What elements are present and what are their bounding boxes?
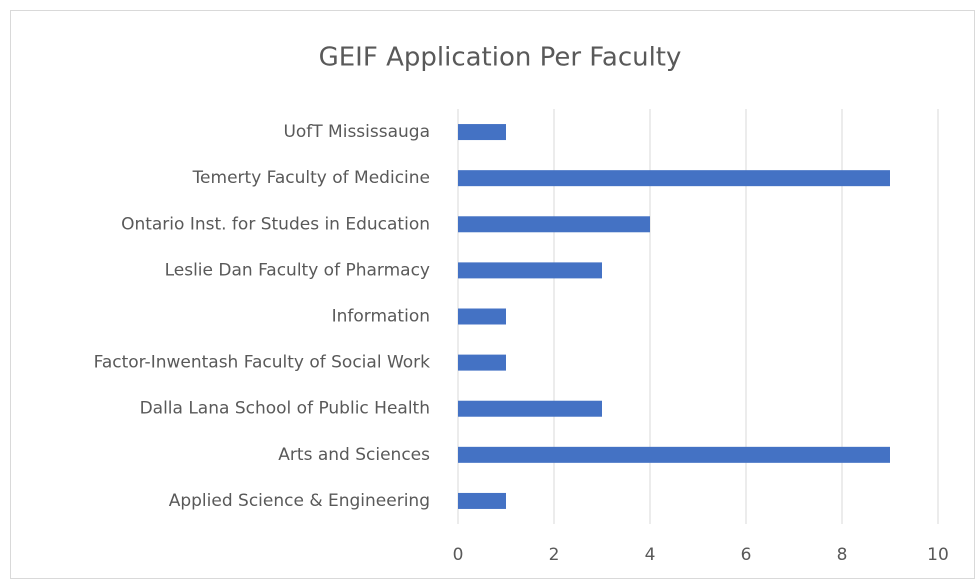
bar xyxy=(458,354,506,371)
bar xyxy=(458,124,506,141)
y-tick-label: Applied Science & Engineering xyxy=(169,491,430,511)
x-tick-label: 10 xyxy=(927,545,949,565)
bar xyxy=(458,170,890,187)
x-tick-label: 0 xyxy=(453,545,464,565)
chart-border xyxy=(10,10,975,579)
y-tick-label: Temerty Faculty of Medicine xyxy=(192,168,430,188)
bar xyxy=(458,492,506,509)
bar xyxy=(458,400,602,417)
bar xyxy=(458,308,506,325)
x-tick-label: 4 xyxy=(645,545,656,565)
bar xyxy=(458,446,890,463)
y-tick-label: Arts and Sciences xyxy=(278,445,430,465)
x-tick-label: 8 xyxy=(837,545,848,565)
y-tick-label: Ontario Inst. for Studes in Education xyxy=(121,214,430,234)
y-tick-label: Dalla Lana School of Public Health xyxy=(140,399,430,419)
y-tick-label: UofT Mississauga xyxy=(283,122,430,142)
y-tick-label: Factor-Inwentash Faculty of Social Work xyxy=(94,353,431,373)
bar xyxy=(458,216,650,233)
y-tick-label: Information xyxy=(332,307,430,327)
bar xyxy=(458,262,602,279)
x-tick-label: 2 xyxy=(549,545,560,565)
chart-title: GEIF Application Per Faculty xyxy=(319,43,682,73)
x-tick-label: 6 xyxy=(741,545,752,565)
y-tick-label: Leslie Dan Faculty of Pharmacy xyxy=(165,260,430,280)
